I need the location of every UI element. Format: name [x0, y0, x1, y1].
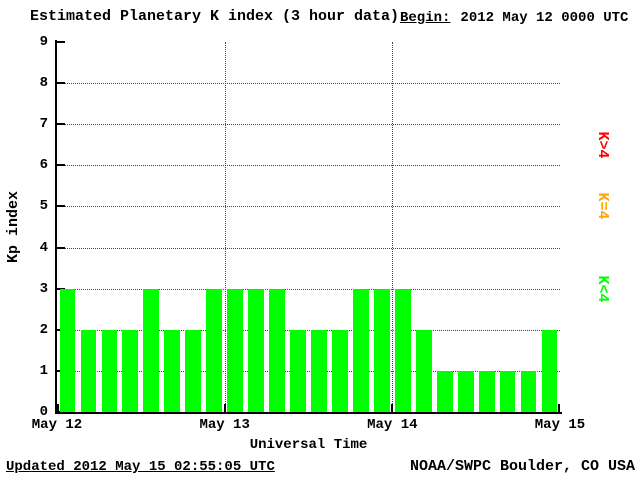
- h-gridline: [57, 165, 560, 167]
- begin-label: Begin:: [400, 10, 451, 26]
- kp-bar: [478, 370, 495, 412]
- kp-bar: [185, 329, 202, 412]
- source-credit: NOAA/SWPC Boulder, CO USA: [409, 458, 635, 475]
- h-gridline: [57, 83, 560, 85]
- y-tick-label: 0: [39, 404, 48, 420]
- kp-bar: [332, 329, 348, 412]
- y-tick-label: 7: [39, 116, 48, 133]
- y-axis-line: [55, 40, 57, 414]
- y-tick: [57, 82, 65, 85]
- chart-title: Estimated Planetary K index (3 hour data…: [30, 8, 400, 25]
- kp-bar: [353, 288, 369, 412]
- x-axis-title: Universal Time: [249, 437, 368, 453]
- h-gridline: [57, 370, 560, 372]
- legend-label: K=4: [594, 192, 611, 220]
- legend-label: K>4: [594, 131, 611, 159]
- kp-bar: [227, 288, 243, 412]
- y-tick-label: 8: [39, 75, 48, 92]
- x-tick: [223, 404, 226, 412]
- kp-bar: [269, 288, 285, 412]
- kp-bar: [59, 288, 76, 412]
- y-tick: [57, 205, 65, 208]
- y-tick: [57, 287, 65, 290]
- y-tick-label: 2: [39, 321, 48, 338]
- kp-bar: [394, 288, 411, 412]
- x-tick: [558, 404, 560, 412]
- y-tick-label: 6: [39, 157, 48, 174]
- h-gridline: [57, 329, 560, 331]
- x-tick: [391, 404, 394, 412]
- x-tick: [57, 404, 59, 412]
- y-tick-label: 5: [39, 198, 48, 215]
- y-tick-label: 3: [39, 280, 48, 297]
- kp-bar: [499, 370, 516, 412]
- kp-bar: [457, 370, 474, 412]
- kp-bar: [101, 329, 118, 412]
- updated-timestamp: Updated 2012 May 15 02:55:05 UTC: [6, 459, 275, 475]
- y-tick: [57, 246, 65, 249]
- kp-bar: [164, 329, 181, 412]
- y-tick: [57, 123, 65, 126]
- y-tick: [57, 164, 65, 167]
- kp-bar: [541, 329, 558, 412]
- kp-bar: [143, 288, 160, 412]
- kp-bar: [373, 288, 390, 412]
- h-gridline: [57, 288, 560, 290]
- kp-bar: [248, 288, 264, 412]
- y-tick-label: 1: [39, 362, 48, 379]
- x-tick-label: May 15: [534, 417, 586, 433]
- v-gridline: [224, 42, 226, 412]
- kp-bar: [80, 329, 97, 412]
- x-axis-line: [55, 412, 562, 414]
- kp-bar: [520, 370, 537, 412]
- v-gridline: [392, 42, 394, 412]
- y-tick-label: 9: [39, 34, 48, 50]
- x-tick-label: May 13: [199, 417, 250, 433]
- kp-bar: [206, 288, 223, 412]
- begin-value: 2012 May 12 0000 UTC: [460, 10, 629, 26]
- begin-timestamp: Begin: 2012 May 12 0000 UTC: [400, 10, 628, 26]
- kp-bar: [311, 329, 327, 412]
- legend-label: K<4: [594, 275, 611, 303]
- kp-bar: [436, 370, 453, 412]
- kp-bar: [290, 329, 306, 412]
- x-tick-label: May 14: [367, 417, 418, 433]
- kp-bar: [415, 329, 432, 412]
- h-gridline: [57, 247, 560, 249]
- kp-bar: [122, 329, 139, 412]
- y-tick-label: 4: [39, 239, 48, 256]
- y-tick: [57, 41, 65, 43]
- y-tick: [57, 411, 65, 413]
- x-tick-label: May 12: [31, 417, 83, 433]
- plot-area: [57, 41, 560, 413]
- h-gridline: [57, 124, 560, 126]
- h-gridline: [57, 206, 560, 208]
